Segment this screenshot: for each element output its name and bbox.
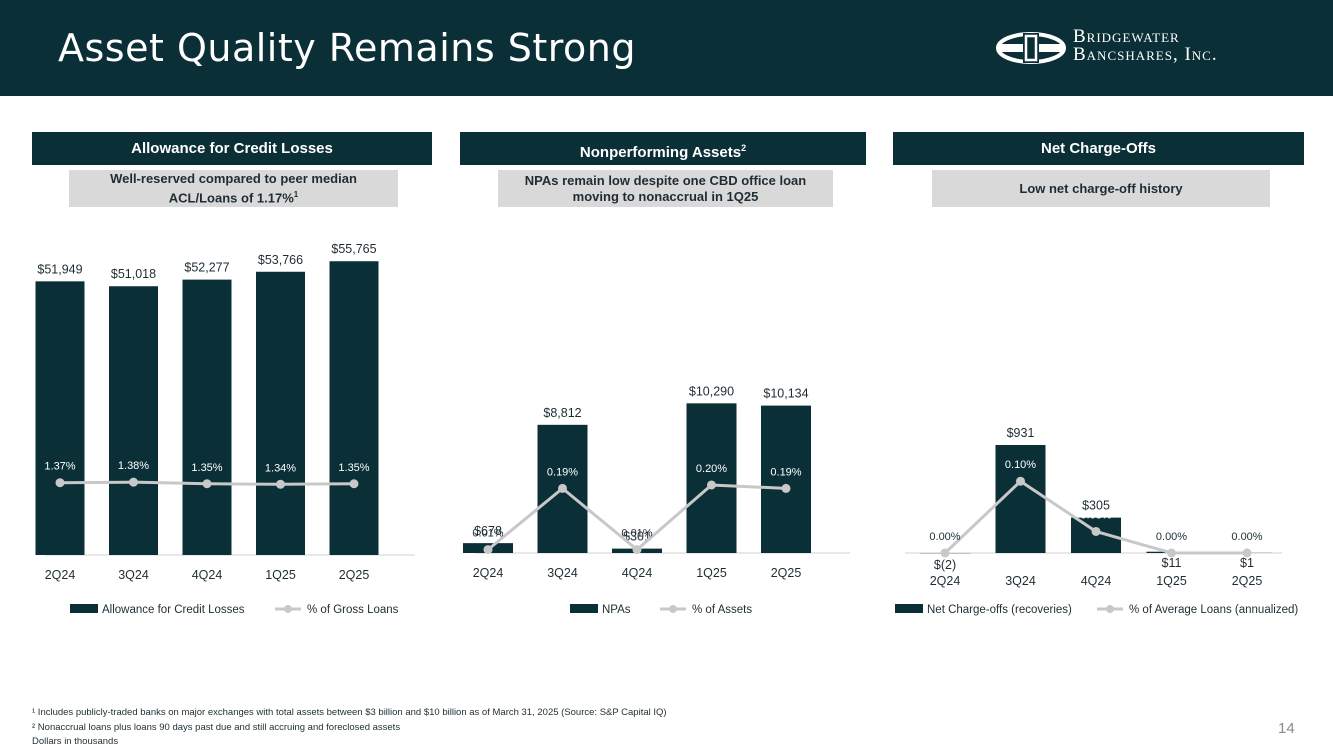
bar-1Q25	[256, 272, 305, 555]
bar-value-label: $52,277	[184, 261, 229, 275]
line-point-3Q24	[1016, 477, 1025, 486]
legend-label: % of Average Loans (annualized)	[1129, 604, 1298, 616]
line-point-1Q25	[707, 481, 716, 490]
footnote-3: Dollars in thousands	[32, 735, 667, 750]
line-point-2Q24	[484, 545, 493, 554]
bar-value-label: $53,766	[258, 253, 303, 267]
line-point-1Q25	[1167, 549, 1176, 558]
panel-3-title: Net Charge-Offs	[893, 132, 1304, 165]
bar-value-label: $51,018	[111, 267, 156, 281]
line-point-2Q25	[782, 484, 791, 493]
legend-label: % of Assets	[692, 604, 752, 616]
x-tick-label: 2Q24	[473, 566, 504, 580]
line-value-label: 0.10%	[1005, 459, 1036, 471]
x-tick-label: 4Q24	[192, 568, 223, 582]
legend-label: % of Gross Loans	[307, 604, 399, 616]
line-point-2Q24	[56, 478, 65, 487]
legend-line-marker	[284, 605, 292, 613]
line-point-2Q25	[350, 479, 359, 488]
footnote-1: ¹ Includes publicly-traded banks on majo…	[32, 706, 667, 721]
line-value-label: 0.01%	[621, 528, 652, 540]
x-tick-label: 3Q24	[1005, 574, 1036, 588]
bar-value-label: $55,765	[331, 242, 376, 256]
line-value-label: 0.00%	[1231, 531, 1262, 543]
x-tick-label: 1Q25	[1156, 574, 1187, 588]
bar-value-label: $10,134	[763, 387, 808, 401]
panel-1-title: Allowance for Credit Losses	[32, 132, 432, 165]
company-logo: Bridgewater Bancshares, Inc.	[995, 28, 1275, 68]
footnotes: ¹ Includes publicly-traded banks on majo…	[32, 706, 667, 750]
footnote-2: ² Nonaccrual loans plus loans 90 days pa…	[32, 721, 667, 736]
logo-text: Bridgewater Bancshares, Inc.	[1073, 28, 1218, 64]
panel-2-title: Nonperforming Assets2	[460, 132, 866, 165]
line-value-label: 1.34%	[265, 462, 296, 474]
line-value-label: 0.19%	[547, 466, 578, 478]
legend-line-marker	[1106, 605, 1114, 613]
legend-bar-swatch	[70, 604, 98, 613]
bar-1Q25	[687, 403, 737, 553]
x-tick-label: 2Q24	[45, 568, 76, 582]
x-tick-label: 2Q25	[1232, 574, 1263, 588]
x-tick-label: 1Q25	[696, 566, 727, 580]
line-value-label: 0.00%	[1156, 531, 1187, 543]
page-number: 14	[1278, 720, 1295, 737]
bar-3Q24	[109, 286, 158, 555]
logo-mark-icon	[995, 30, 1067, 66]
x-tick-label: 2Q25	[771, 566, 802, 580]
x-tick-label: 2Q24	[930, 574, 961, 588]
x-tick-label: 4Q24	[1081, 574, 1112, 588]
line-point-2Q24	[941, 549, 950, 558]
line-point-4Q24	[1092, 527, 1101, 536]
line-value-label: 0.20%	[696, 463, 727, 475]
bar-value-label: $8,812	[543, 406, 581, 420]
legend-label: Net Charge-offs (recoveries)	[927, 604, 1072, 616]
acl-chart: $51,949 $51,018 $52,277 $53,766 $55,765 1.37%…	[30, 225, 430, 625]
nco-chart: $(2)$931$305$11$10.00%0.10%0.03%0.00%0.0…	[890, 225, 1320, 625]
line-value-label: 0.19%	[770, 466, 801, 478]
line-value-label: 1.35%	[338, 462, 369, 474]
line-point-4Q24	[203, 479, 212, 488]
bar-value-label: $10,290	[689, 384, 734, 398]
line-point-1Q25	[276, 480, 285, 489]
bar-2Q25	[761, 406, 811, 553]
line-value-label: 1.37%	[44, 461, 75, 473]
bar-value-label: $(2)	[934, 558, 956, 572]
bar-2Q25	[330, 261, 379, 555]
line-value-label: 0.01%	[472, 528, 503, 540]
line-value-label: 1.38%	[118, 460, 149, 472]
bar-value-label: $1	[1240, 556, 1254, 570]
legend-line-marker	[669, 605, 677, 613]
panel-3-subtitle: Low net charge-off history	[932, 170, 1270, 207]
x-tick-label: 3Q24	[118, 568, 149, 582]
bar-2Q24	[36, 281, 85, 555]
x-tick-label: 4Q24	[622, 566, 653, 580]
npa-chart: $678$8,812$301$10,290$10,1340.01%0.19%0.…	[460, 225, 870, 625]
bar-value-label: $11	[1162, 556, 1182, 570]
x-tick-label: 1Q25	[265, 568, 296, 582]
panel-2-subtitle: NPAs remain low despite one CBD office l…	[498, 170, 833, 207]
legend-bar-swatch	[895, 604, 923, 613]
bar-4Q24	[183, 280, 232, 555]
line-value-label: 0.00%	[929, 531, 960, 543]
bar-value-label: $931	[1007, 426, 1035, 440]
bar-value-label: $51,949	[37, 262, 82, 276]
x-tick-label: 3Q24	[547, 566, 578, 580]
legend-label: Allowance for Credit Losses	[102, 604, 245, 616]
x-tick-label: 2Q25	[339, 568, 370, 582]
line-point-2Q25	[1243, 549, 1252, 558]
line-value-label: 1.35%	[191, 462, 222, 474]
line-point-3Q24	[129, 478, 138, 487]
logo-line2: Bancshares, Inc.	[1073, 46, 1218, 64]
line-point-4Q24	[633, 545, 642, 554]
page-title: Asset Quality Remains Strong	[58, 26, 636, 70]
legend-bar-swatch	[570, 604, 598, 613]
header-bar: Asset Quality Remains Strong Bridgewater…	[0, 0, 1333, 96]
line-point-3Q24	[558, 484, 567, 493]
legend-label: NPAs	[602, 604, 631, 616]
line-value-label: 0.03%	[1080, 509, 1111, 521]
